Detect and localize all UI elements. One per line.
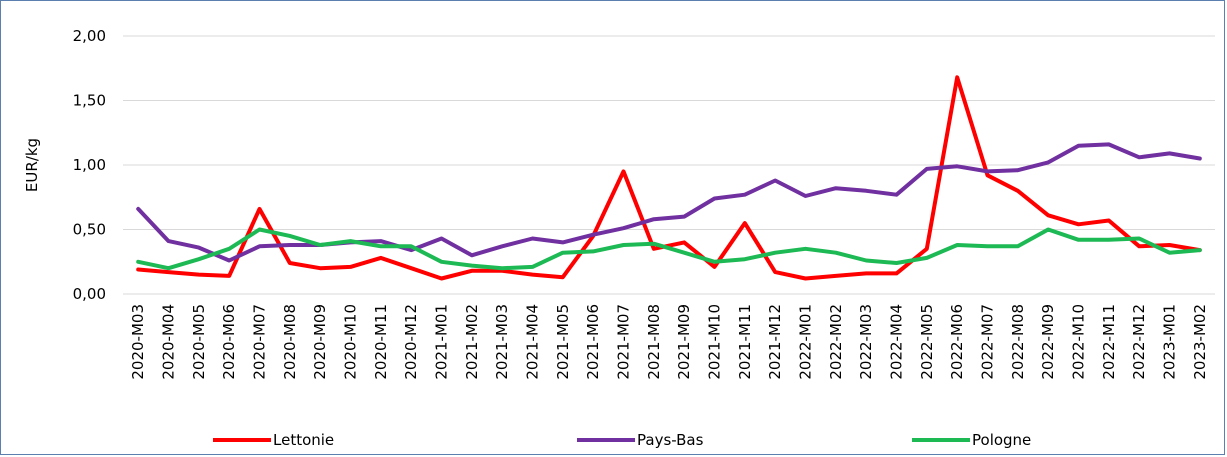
x-tick-label: 2020-M07: [251, 304, 269, 380]
x-tick-label: 2020-M06: [220, 304, 238, 380]
x-tick-label: 2022-M10: [1070, 304, 1088, 380]
y-tick-label: 0,50: [73, 221, 106, 239]
y-tick-label: 2,00: [73, 27, 106, 45]
x-tick-label: 2021-M02: [463, 304, 481, 380]
x-tick-label: 2022-M03: [857, 304, 875, 380]
x-tick-label: 2021-M12: [766, 304, 784, 380]
x-tick-label: 2021-M01: [433, 304, 451, 380]
x-tick-label: 2022-M11: [1100, 304, 1118, 380]
y-tick-label: 0,00: [73, 285, 106, 303]
x-tick-label: 2020-M08: [281, 304, 299, 380]
x-tick-label: 2021-M04: [524, 304, 542, 380]
x-tick-label: 2021-M06: [584, 304, 602, 380]
x-tick-label: 2020-M09: [311, 304, 329, 380]
x-tick-label: 2023-M01: [1161, 304, 1179, 380]
series-line-pays-bas: [136, 142, 1202, 263]
x-tick-label: 2022-M07: [979, 304, 997, 380]
x-tick-label: 2021-M05: [554, 304, 572, 380]
x-tick-label: 2022-M12: [1130, 304, 1148, 380]
x-tick-label: 2022-M09: [1039, 304, 1057, 380]
x-tick-label: 2022-M08: [1009, 304, 1027, 380]
x-tick-label: 2020-M11: [372, 304, 390, 380]
x-tick-label: 2021-M07: [615, 304, 633, 380]
x-tick-label: 2021-M11: [736, 304, 754, 380]
x-tick-label: 2022-M05: [918, 304, 936, 380]
legend-label: Lettonie: [273, 431, 334, 449]
y-tick-label: 1,50: [73, 92, 106, 110]
legend-label: Pologne: [972, 431, 1031, 449]
legend-label: Pays-Bas: [637, 431, 704, 449]
x-tick-label: 2020-M05: [190, 304, 208, 380]
x-tick-label: 2022-M01: [797, 304, 815, 380]
y-axis-label: EUR/kg: [23, 138, 41, 192]
x-tick-label: 2020-M12: [402, 304, 420, 380]
x-tick-label: 2021-M03: [493, 304, 511, 380]
x-tick-label: 2020-M03: [129, 304, 147, 380]
x-tick-label: 2020-M04: [160, 304, 178, 380]
x-tick-label: 2022-M02: [827, 304, 845, 380]
x-tick-label: 2022-M04: [888, 304, 906, 380]
series-line-pologne: [136, 227, 1202, 271]
y-tick-label: 1,00: [73, 156, 106, 174]
x-tick-label: 2021-M08: [645, 304, 663, 380]
series-line-lettonie: [136, 75, 1202, 281]
x-tick-label: 2023-M02: [1191, 304, 1209, 380]
x-tick-label: 2021-M09: [675, 304, 693, 380]
x-tick-label: 2021-M10: [706, 304, 724, 380]
x-tick-label: 2020-M10: [342, 304, 360, 380]
x-tick-label: 2022-M06: [948, 304, 966, 380]
